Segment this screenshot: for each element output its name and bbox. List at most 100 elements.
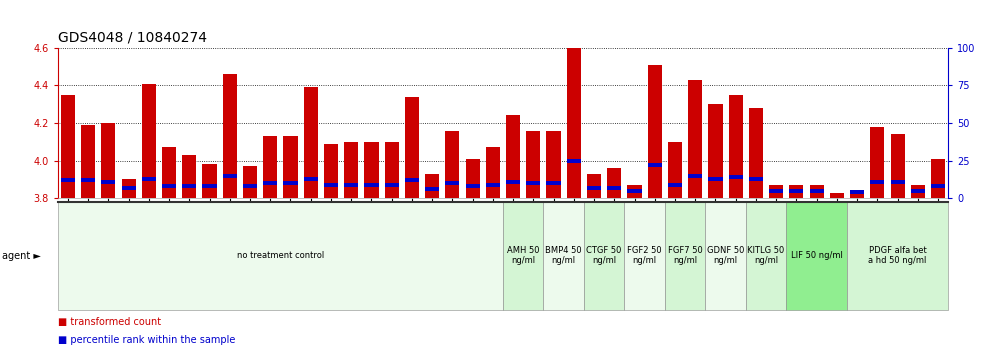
Bar bbox=[81, 178, 96, 182]
Bar bbox=[182, 184, 196, 188]
Text: ■ percentile rank within the sample: ■ percentile rank within the sample bbox=[58, 335, 235, 345]
Bar bbox=[526, 181, 541, 185]
Bar bbox=[162, 184, 176, 188]
Bar bbox=[910, 185, 925, 198]
Bar bbox=[243, 184, 257, 188]
Bar bbox=[749, 108, 763, 198]
Bar bbox=[284, 181, 298, 185]
Text: KITLG 50
ng/ml: KITLG 50 ng/ml bbox=[747, 246, 785, 266]
Bar bbox=[284, 136, 298, 198]
Bar bbox=[425, 174, 439, 198]
Bar bbox=[587, 186, 602, 190]
Bar bbox=[182, 155, 196, 198]
Bar bbox=[850, 190, 865, 194]
Bar bbox=[223, 174, 237, 178]
Bar bbox=[202, 184, 216, 188]
Bar bbox=[425, 187, 439, 191]
Bar bbox=[790, 189, 804, 193]
Text: GDS4048 / 10840274: GDS4048 / 10840274 bbox=[58, 30, 207, 44]
Text: no treatment control: no treatment control bbox=[237, 251, 324, 260]
Bar bbox=[202, 164, 216, 198]
Bar bbox=[627, 185, 641, 198]
Bar bbox=[647, 65, 661, 198]
Text: LIF 50 ng/ml: LIF 50 ng/ml bbox=[791, 251, 843, 260]
Text: FGF7 50
ng/ml: FGF7 50 ng/ml bbox=[667, 246, 702, 266]
Bar bbox=[263, 136, 277, 198]
Bar bbox=[304, 177, 318, 181]
Bar bbox=[627, 189, 641, 193]
Bar bbox=[871, 180, 884, 184]
Bar bbox=[567, 159, 581, 162]
Text: agent ►: agent ► bbox=[2, 251, 41, 261]
Bar bbox=[61, 95, 75, 198]
Bar bbox=[910, 189, 925, 193]
Bar bbox=[526, 131, 541, 198]
Bar bbox=[324, 183, 338, 187]
Text: CTGF 50
ng/ml: CTGF 50 ng/ml bbox=[587, 246, 622, 266]
Bar bbox=[141, 177, 156, 181]
Bar bbox=[465, 159, 480, 198]
Bar bbox=[749, 177, 763, 181]
Bar bbox=[567, 48, 581, 198]
Bar bbox=[850, 191, 865, 198]
Bar bbox=[141, 84, 156, 198]
Bar bbox=[384, 142, 398, 198]
Bar bbox=[668, 142, 682, 198]
Bar bbox=[688, 80, 702, 198]
Text: ■ transformed count: ■ transformed count bbox=[58, 317, 161, 327]
Bar bbox=[404, 178, 419, 182]
Bar bbox=[465, 184, 480, 188]
Bar bbox=[365, 142, 378, 198]
Bar bbox=[324, 144, 338, 198]
Bar bbox=[404, 97, 419, 198]
Bar bbox=[445, 181, 459, 185]
Bar bbox=[445, 131, 459, 198]
Bar bbox=[688, 174, 702, 178]
Text: GDNF 50
ng/ml: GDNF 50 ng/ml bbox=[707, 246, 744, 266]
Bar bbox=[304, 87, 318, 198]
Bar bbox=[547, 131, 561, 198]
Bar bbox=[547, 181, 561, 185]
Bar bbox=[81, 125, 96, 198]
Bar bbox=[61, 178, 75, 182]
Bar bbox=[810, 189, 824, 193]
Bar bbox=[790, 185, 804, 198]
Bar bbox=[608, 168, 622, 198]
Bar bbox=[769, 189, 783, 193]
Bar bbox=[122, 186, 135, 190]
Text: FGF2 50
ng/ml: FGF2 50 ng/ml bbox=[627, 246, 662, 266]
Bar bbox=[162, 148, 176, 198]
Bar bbox=[769, 185, 783, 198]
Text: BMP4 50
ng/ml: BMP4 50 ng/ml bbox=[546, 246, 582, 266]
Bar bbox=[345, 183, 359, 187]
Bar bbox=[587, 174, 602, 198]
Bar bbox=[243, 166, 257, 198]
Bar bbox=[729, 175, 743, 179]
Bar bbox=[506, 115, 520, 198]
Bar bbox=[608, 186, 622, 190]
Bar bbox=[102, 123, 116, 198]
Bar bbox=[890, 180, 904, 184]
Bar bbox=[647, 163, 661, 167]
Bar bbox=[223, 74, 237, 198]
Bar bbox=[506, 180, 520, 184]
Text: AMH 50
ng/ml: AMH 50 ng/ml bbox=[507, 246, 540, 266]
Bar bbox=[102, 180, 116, 184]
Bar bbox=[345, 142, 359, 198]
Bar bbox=[486, 183, 500, 187]
Bar bbox=[668, 183, 682, 187]
Bar bbox=[122, 179, 135, 198]
Bar bbox=[263, 181, 277, 185]
Bar bbox=[871, 127, 884, 198]
Bar bbox=[810, 185, 824, 198]
Bar bbox=[384, 183, 398, 187]
Bar bbox=[931, 159, 945, 198]
Bar bbox=[708, 177, 722, 181]
Bar bbox=[708, 104, 722, 198]
Bar bbox=[890, 134, 904, 198]
Bar bbox=[830, 193, 844, 198]
Bar bbox=[729, 95, 743, 198]
Bar bbox=[365, 183, 378, 187]
Bar bbox=[486, 148, 500, 198]
Text: PDGF alfa bet
a hd 50 ng/ml: PDGF alfa bet a hd 50 ng/ml bbox=[869, 246, 927, 266]
